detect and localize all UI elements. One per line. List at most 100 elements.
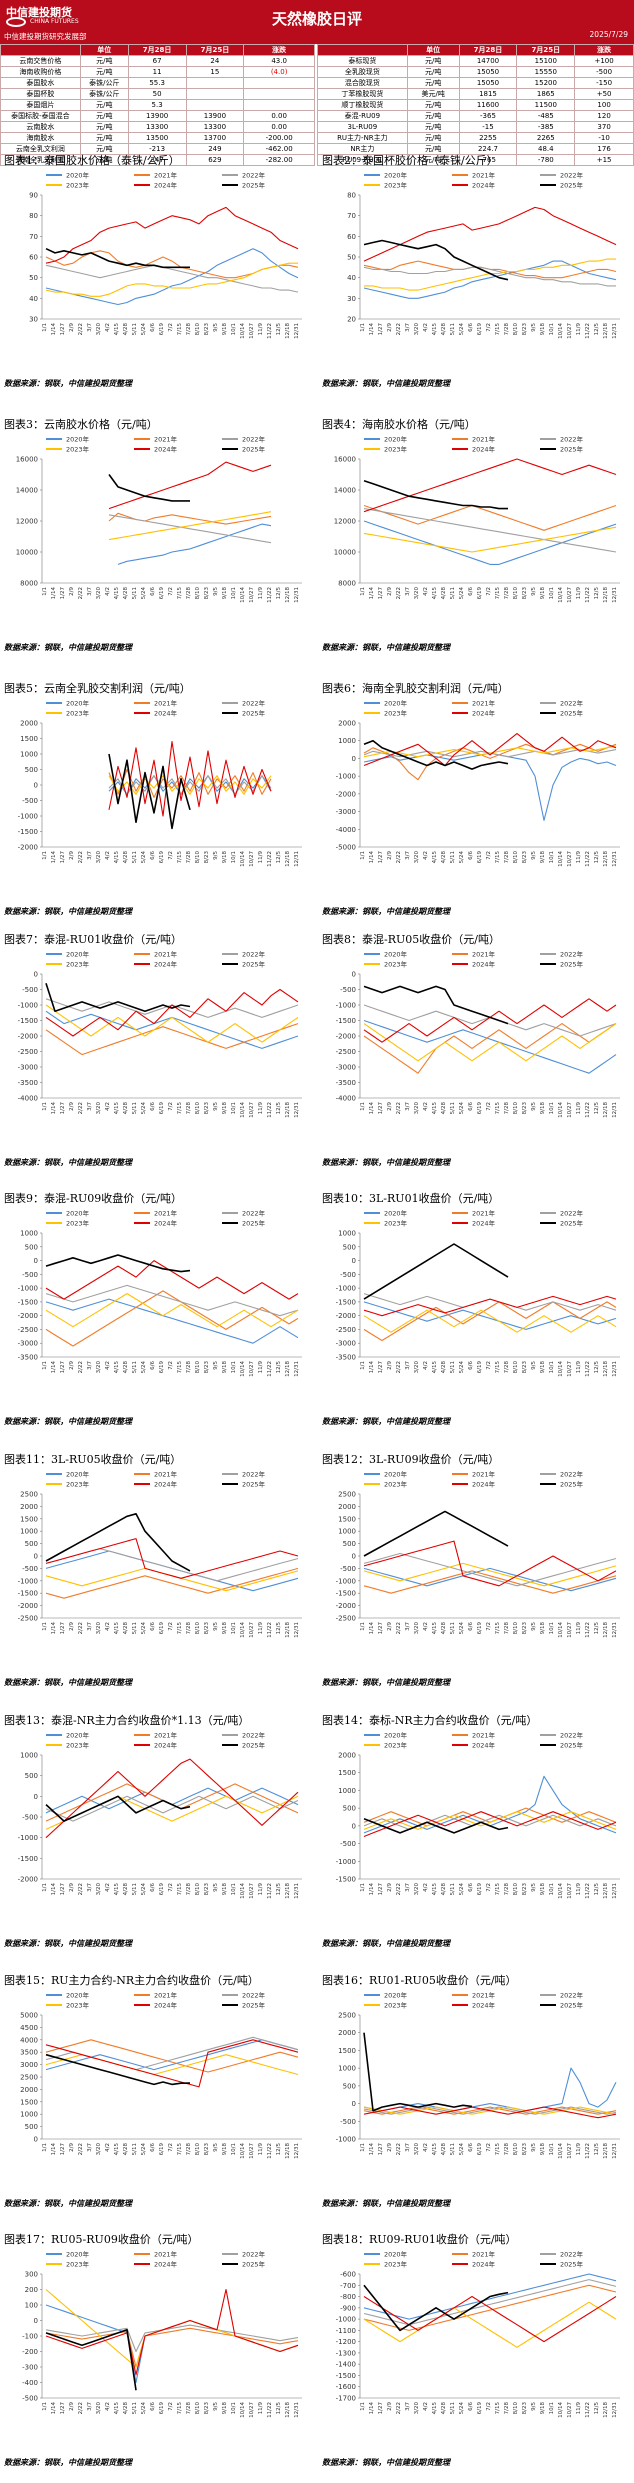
legend-label: 2024年	[154, 445, 178, 454]
x-tick-label: 7/2	[486, 1102, 492, 1111]
y-tick-label: -1500	[18, 1855, 38, 1863]
x-tick-label: 1/27	[60, 1102, 66, 1115]
line-chart: 2020年 2021年 2022年 2023年 2024年 2025年 8000 10000 1…	[16, 435, 302, 603]
table-cell: 55.3	[127, 77, 187, 89]
x-tick-label: 7/2	[486, 587, 492, 596]
y-tick-label: 1000	[20, 1752, 38, 1760]
x-tick-label: 9/18	[540, 1361, 546, 1374]
x-tick-label: 9/5	[531, 1622, 537, 1631]
x-tick-label: 7/15	[495, 587, 501, 600]
x-tick-label: 1/1	[360, 1622, 366, 1631]
x-tick-label: 1/27	[60, 2143, 66, 2156]
x-tick-label: 7/28	[186, 2143, 192, 2156]
x-tick-label: 11/9	[258, 1102, 264, 1115]
x-tick-label: 5/24	[141, 2143, 147, 2156]
series-line	[45, 264, 299, 293]
legend-label: 2023年	[384, 1741, 408, 1750]
y-tick-label: 1000	[20, 1528, 38, 1536]
legend-label: 2024年	[472, 709, 496, 718]
x-tick-label: 11/22	[585, 1883, 591, 1899]
y-tick-label: 2000	[338, 2029, 356, 2037]
x-tick-label: 1/1	[42, 2143, 48, 2152]
x-tick-label: 11/22	[267, 2143, 273, 2159]
table-cell: 13300	[185, 121, 245, 133]
legend-label: 2024年	[154, 1480, 178, 1489]
table-row: 混合胶现货 元/吨 15050 15200 -150	[317, 77, 634, 89]
line-chart: 2020年 2021年 2022年 2023年 2024年 2025年 -500 -400 -3…	[22, 2250, 302, 2418]
x-tick-label: 3/20	[96, 2143, 102, 2156]
y-tick-label: 0	[352, 1257, 356, 1265]
x-tick-label: 6/6	[150, 587, 156, 596]
x-tick-label: 8/10	[513, 1102, 519, 1115]
x-tick-label: 2/22	[78, 1883, 84, 1895]
x-tick-label: 4/15	[114, 323, 120, 336]
x-tick-label: 4/15	[432, 2402, 438, 2415]
y-tick-label: -2500	[18, 1326, 38, 1334]
chart-title: 图表15：RU主力合约-NR主力合约收盘价（元/吨）	[4, 1974, 259, 1987]
y-tick-label: 1000	[20, 1230, 38, 1238]
x-tick-label: 1/27	[60, 1622, 66, 1635]
x-tick-label: 3/20	[414, 851, 420, 864]
y-tick-label: -500	[340, 1840, 356, 1848]
x-tick-label: 7/28	[186, 1622, 192, 1635]
x-tick-label: 9/18	[222, 1622, 228, 1635]
table-cell: 100	[574, 99, 634, 111]
x-tick-label: 10/14	[240, 323, 246, 339]
x-tick-label: 11/22	[585, 1622, 591, 1638]
x-tick-label: 1/1	[42, 1622, 48, 1631]
series-line	[363, 1814, 617, 1830]
table-cell: 元/吨	[406, 77, 460, 89]
x-tick-label: 12/5	[594, 2402, 600, 2415]
x-tick-label: 3/20	[96, 2402, 102, 2415]
legend-label: 2020年	[66, 171, 90, 180]
x-tick-label: 7/2	[168, 323, 174, 332]
x-tick-label: 12/31	[294, 323, 300, 339]
x-tick-label: 4/15	[432, 1883, 438, 1896]
y-tick-label: -900	[340, 2304, 356, 2312]
x-tick-label: 10/1	[549, 1883, 555, 1895]
x-tick-label: 1/14	[369, 1361, 375, 1374]
table-cell: 元/吨	[406, 121, 460, 133]
x-tick-label: 11/9	[576, 1102, 582, 1115]
y-tick-label: 8000	[20, 580, 38, 588]
x-tick-label: 3/20	[96, 323, 102, 336]
x-tick-label: 4/2	[105, 323, 111, 332]
x-tick-label: 2/9	[387, 1622, 393, 1631]
x-tick-label: 2/22	[78, 1361, 84, 1373]
x-tick-label: 10/27	[567, 1361, 573, 1377]
y-tick-label: 70	[29, 233, 38, 241]
table-row: 泰国标胶-泰国混合 元/吨 13900 13900 0.00	[0, 110, 315, 122]
series-line	[108, 775, 272, 795]
x-tick-label: 8/10	[513, 587, 519, 600]
x-tick-label: 1/1	[42, 2402, 48, 2411]
y-tick-label: 30	[29, 316, 38, 324]
y-tick-label: 1500	[20, 735, 38, 743]
x-tick-label: 6/19	[159, 1361, 165, 1374]
series-line	[363, 504, 617, 531]
x-tick-label: 12/31	[612, 851, 618, 867]
x-tick-label: 10/1	[549, 1102, 555, 1114]
legend-label: 2024年	[472, 2260, 496, 2269]
legend-label: 2020年	[66, 1991, 90, 2000]
x-tick-label: 7/15	[495, 1883, 501, 1896]
y-tick-label: -200	[22, 2348, 38, 2356]
x-tick-label: 4/28	[441, 1102, 447, 1115]
x-tick-label: 4/2	[423, 587, 429, 596]
table-cell: RU09-RU01	[317, 154, 408, 166]
x-tick-label: 9/18	[222, 1102, 228, 1115]
x-tick-label: 4/15	[114, 1361, 120, 1374]
legend-label: 2024年	[472, 1219, 496, 1228]
series-line	[363, 1004, 617, 1037]
x-tick-label: 5/24	[459, 2143, 465, 2156]
x-tick-label: 2/9	[69, 851, 75, 860]
x-tick-label: 1/1	[360, 851, 366, 860]
x-tick-label: 10/14	[240, 1361, 246, 1377]
x-tick-label: 11/22	[267, 1102, 273, 1118]
x-tick-label: 7/2	[168, 1622, 174, 1631]
legend-label: 2021年	[472, 1470, 496, 1479]
x-tick-label: 6/19	[477, 1361, 483, 1374]
chart-title: 图表12：3L-RU09收盘价（元/吨）	[322, 1453, 500, 1466]
table-cell: (4.0)	[243, 66, 315, 78]
x-tick-label: 4/15	[432, 587, 438, 600]
table-cell: 泰铢/公斤	[79, 88, 129, 100]
